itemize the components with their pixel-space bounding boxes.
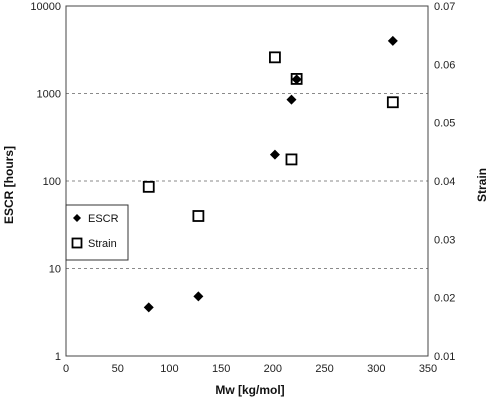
escr-point [286, 94, 297, 105]
escr-point [269, 149, 280, 160]
legend-escr-marker [73, 214, 81, 222]
x-tick-label: 200 [264, 363, 282, 375]
x-axis-title: Mw [kg/mol] [215, 383, 284, 397]
y-right-tick-label: 0.01 [434, 351, 455, 363]
escr-point [143, 302, 154, 313]
y-right-tick-label: 0.02 [434, 293, 455, 305]
y-right-axis-title: Strain [475, 168, 489, 202]
axis-ticks: 1101001000100000.010.020.030.040.050.060… [30, 1, 455, 375]
strain-point [142, 180, 155, 193]
strain-point [192, 210, 205, 222]
x-tick-label: 100 [160, 363, 178, 375]
data-marks [142, 35, 399, 313]
strain-point [290, 73, 303, 85]
escr-point [193, 291, 204, 302]
plot-area [65, 5, 429, 357]
strain-point [386, 96, 399, 109]
x-tick-label: 50 [112, 363, 124, 375]
y-left-tick-label: 10 [49, 264, 61, 276]
gridlines [66, 93, 428, 269]
strain-point [269, 51, 281, 64]
x-tick-label: 0 [63, 363, 69, 375]
legend-box [65, 204, 129, 261]
y-left-tick-label: 1000 [37, 89, 61, 101]
y-right-tick-label: 0.06 [434, 59, 455, 71]
y-right-tick-label: 0.04 [434, 176, 455, 188]
legend-escr-label: ESCR [88, 213, 119, 225]
escr-point [387, 35, 398, 46]
y-left-tick-label: 100 [43, 176, 61, 188]
y-right-tick-label: 0.05 [434, 118, 455, 130]
legend-strain-label: Strain [88, 238, 117, 250]
y-right-tick-label: 0.07 [434, 1, 455, 13]
y-left-tick-label: 1 [55, 351, 61, 363]
legend: ESCR Strain [65, 204, 129, 261]
y-left-tick-label: 10000 [30, 1, 61, 13]
y-left-axis-title: ESCR [hours] [2, 146, 16, 224]
x-tick-label: 250 [315, 363, 333, 375]
x-tick-label: 150 [212, 363, 230, 375]
y-right-tick-label: 0.03 [434, 234, 455, 246]
escr-point [291, 74, 302, 85]
legend-strain-marker [71, 237, 83, 249]
x-tick-label: 350 [419, 363, 437, 375]
strain-point [285, 153, 298, 166]
x-tick-label: 300 [367, 363, 385, 375]
